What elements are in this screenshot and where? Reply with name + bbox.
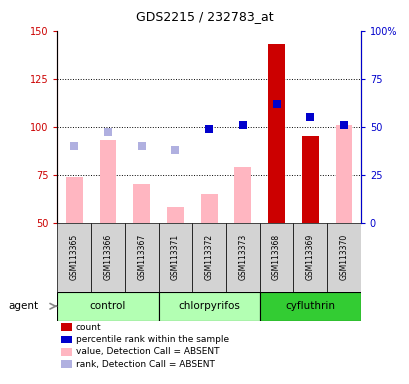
Text: count: count	[76, 323, 101, 332]
Text: agent: agent	[8, 301, 38, 311]
Point	[205, 126, 212, 132]
Text: rank, Detection Call = ABSENT: rank, Detection Call = ABSENT	[76, 359, 214, 369]
Bar	[158, 292, 259, 321]
Text: GSM113368: GSM113368	[271, 234, 280, 280]
Text: value, Detection Call = ABSENT: value, Detection Call = ABSENT	[76, 347, 219, 356]
Text: GSM113372: GSM113372	[204, 234, 213, 280]
Point	[138, 143, 145, 149]
Bar	[66, 177, 83, 223]
Point	[104, 129, 111, 136]
Bar	[293, 223, 326, 292]
Bar	[335, 125, 351, 223]
Bar	[158, 223, 192, 292]
Bar	[200, 194, 217, 223]
Text: GSM113365: GSM113365	[70, 234, 79, 280]
Text: GDS2215 / 232783_at: GDS2215 / 232783_at	[136, 10, 273, 23]
Point	[340, 122, 346, 128]
Text: GSM113367: GSM113367	[137, 234, 146, 280]
Bar	[267, 44, 284, 223]
Point	[340, 122, 346, 128]
Bar	[166, 207, 183, 223]
Bar	[234, 167, 251, 223]
Bar	[192, 223, 225, 292]
Bar	[259, 223, 293, 292]
Bar	[57, 292, 158, 321]
Bar	[326, 223, 360, 292]
Point	[172, 147, 178, 153]
Bar	[133, 184, 150, 223]
Bar	[99, 140, 116, 223]
Text: control: control	[90, 301, 126, 311]
Point	[239, 122, 245, 128]
Bar	[57, 223, 91, 292]
Bar	[91, 223, 124, 292]
Point	[306, 114, 313, 120]
Point	[272, 101, 279, 107]
Bar	[225, 223, 259, 292]
Bar	[124, 223, 158, 292]
Text: percentile rank within the sample: percentile rank within the sample	[76, 335, 228, 344]
Text: GSM113369: GSM113369	[305, 234, 314, 280]
Point	[71, 143, 77, 149]
Text: GSM113370: GSM113370	[339, 234, 348, 280]
Text: GSM113373: GSM113373	[238, 234, 247, 280]
Text: GSM113371: GSM113371	[171, 234, 180, 280]
Text: chlorpyrifos: chlorpyrifos	[178, 301, 239, 311]
Bar	[301, 136, 318, 223]
Bar	[259, 292, 360, 321]
Text: cyfluthrin: cyfluthrin	[285, 301, 335, 311]
Text: GSM113366: GSM113366	[103, 234, 112, 280]
